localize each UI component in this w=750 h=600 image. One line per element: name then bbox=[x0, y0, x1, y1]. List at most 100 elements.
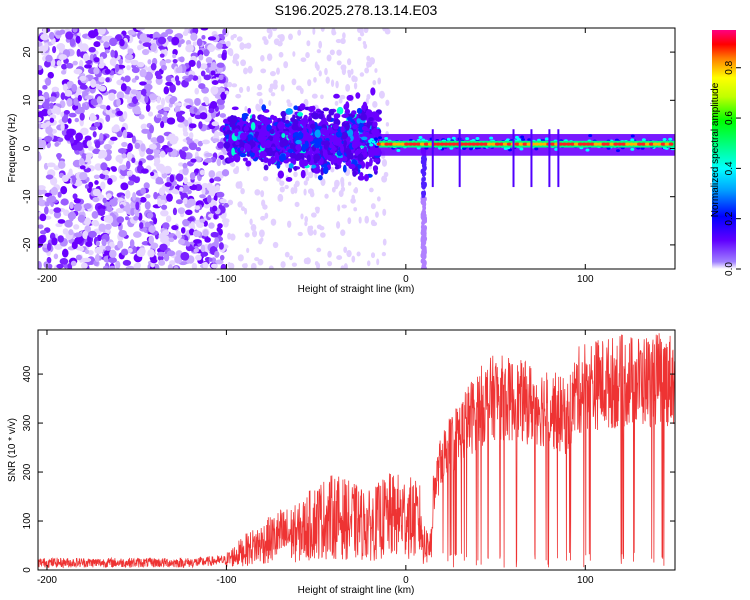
band-blob bbox=[662, 137, 667, 141]
noise-blob bbox=[61, 63, 68, 70]
emission-blob bbox=[346, 152, 354, 160]
noise-blob bbox=[246, 247, 250, 253]
band-core-blob bbox=[447, 142, 453, 146]
noise-blob bbox=[216, 158, 222, 167]
band-blob bbox=[554, 147, 559, 151]
noise-blob bbox=[181, 79, 189, 88]
noise-blob bbox=[135, 201, 140, 211]
noise-blob bbox=[356, 251, 361, 257]
noise-blob bbox=[127, 180, 135, 186]
band-core-blob bbox=[648, 142, 654, 146]
noise-blob bbox=[124, 94, 130, 100]
band-core-blob bbox=[534, 142, 540, 146]
noise-blob bbox=[144, 221, 151, 228]
emission-blob bbox=[239, 132, 247, 141]
noise-blob bbox=[214, 94, 222, 99]
colorbar bbox=[712, 30, 736, 269]
noise-blob bbox=[358, 216, 362, 224]
noise-blob bbox=[196, 60, 202, 69]
noise-blob bbox=[45, 54, 53, 63]
noise-blob bbox=[56, 43, 66, 51]
noise-blob bbox=[84, 184, 90, 189]
noise-blob bbox=[204, 236, 211, 243]
noise-blob bbox=[277, 40, 283, 47]
band-core-blob bbox=[408, 142, 413, 146]
band-core-blob bbox=[376, 142, 382, 146]
noise-blob bbox=[43, 261, 49, 268]
band-core-blob bbox=[660, 142, 666, 146]
band-core-blob bbox=[471, 142, 477, 146]
noise-blob bbox=[331, 30, 337, 36]
noise-blob bbox=[93, 174, 100, 180]
noise-blob bbox=[316, 262, 321, 269]
noise-blob bbox=[98, 223, 106, 232]
band-blob bbox=[641, 138, 646, 142]
noise-blob bbox=[171, 36, 180, 46]
noise-blob bbox=[237, 201, 243, 208]
emission-blob bbox=[310, 112, 319, 119]
emission-blob bbox=[368, 117, 374, 122]
noise-blob bbox=[211, 138, 220, 143]
noise-blob bbox=[44, 206, 49, 215]
emission-blob bbox=[272, 136, 281, 142]
noise-blob bbox=[244, 207, 248, 215]
noise-blob bbox=[316, 49, 321, 54]
noise-blob bbox=[134, 142, 141, 150]
stripe-blob bbox=[421, 193, 425, 199]
noise-blob bbox=[126, 64, 131, 71]
noise-blob bbox=[200, 70, 206, 77]
noise-blob bbox=[292, 51, 296, 57]
noise-blob bbox=[188, 59, 196, 67]
noise-blob bbox=[149, 124, 155, 134]
band-core-blob bbox=[498, 142, 504, 146]
band-blob bbox=[368, 139, 373, 143]
noise-blob bbox=[200, 28, 209, 31]
emission-blob bbox=[295, 144, 302, 151]
noise-blob bbox=[61, 70, 67, 75]
emission-blob bbox=[333, 93, 340, 99]
noise-blob bbox=[87, 30, 97, 39]
noise-blob bbox=[217, 78, 226, 84]
noise-blob bbox=[318, 70, 322, 77]
noise-blob bbox=[363, 28, 369, 34]
noise-blob bbox=[196, 38, 203, 47]
noise-blob bbox=[164, 182, 172, 187]
noise-blob bbox=[38, 224, 44, 229]
noise-blob bbox=[233, 53, 240, 60]
noise-blob bbox=[259, 229, 265, 238]
noise-blob bbox=[216, 87, 226, 93]
emission-blob bbox=[259, 150, 267, 159]
noise-blob bbox=[240, 187, 245, 195]
noise-blob bbox=[51, 86, 60, 92]
noise-blob bbox=[223, 202, 230, 208]
x-tick-label: 0 bbox=[403, 274, 409, 285]
noise-blob bbox=[98, 85, 107, 92]
noise-blob bbox=[195, 146, 202, 152]
noise-blob bbox=[238, 86, 244, 94]
noise-blob bbox=[144, 95, 149, 104]
chart-title: S196.2025.278.13.14.E03 bbox=[275, 2, 438, 18]
noise-blob bbox=[385, 122, 390, 127]
emission-blob bbox=[359, 171, 364, 178]
noise-blob bbox=[160, 168, 166, 174]
band-dropout bbox=[530, 129, 533, 188]
noise-blob bbox=[203, 74, 212, 81]
noise-blob bbox=[378, 90, 385, 99]
noise-blob bbox=[324, 67, 328, 76]
emission-blob bbox=[373, 158, 380, 163]
noise-blob bbox=[129, 239, 135, 248]
noise-blob bbox=[97, 154, 104, 159]
band-core-blob bbox=[637, 142, 642, 146]
band-core-blob bbox=[483, 142, 488, 146]
noise-blob bbox=[126, 170, 134, 176]
noise-blob bbox=[319, 225, 325, 231]
noise-blob bbox=[166, 193, 173, 202]
stripe-blob bbox=[421, 249, 425, 255]
noise-blob bbox=[216, 42, 223, 49]
noise-blob bbox=[163, 165, 172, 174]
noise-blob bbox=[366, 260, 371, 267]
band-blob bbox=[371, 140, 376, 144]
band-blob bbox=[616, 149, 621, 153]
noise-blob bbox=[330, 79, 335, 88]
